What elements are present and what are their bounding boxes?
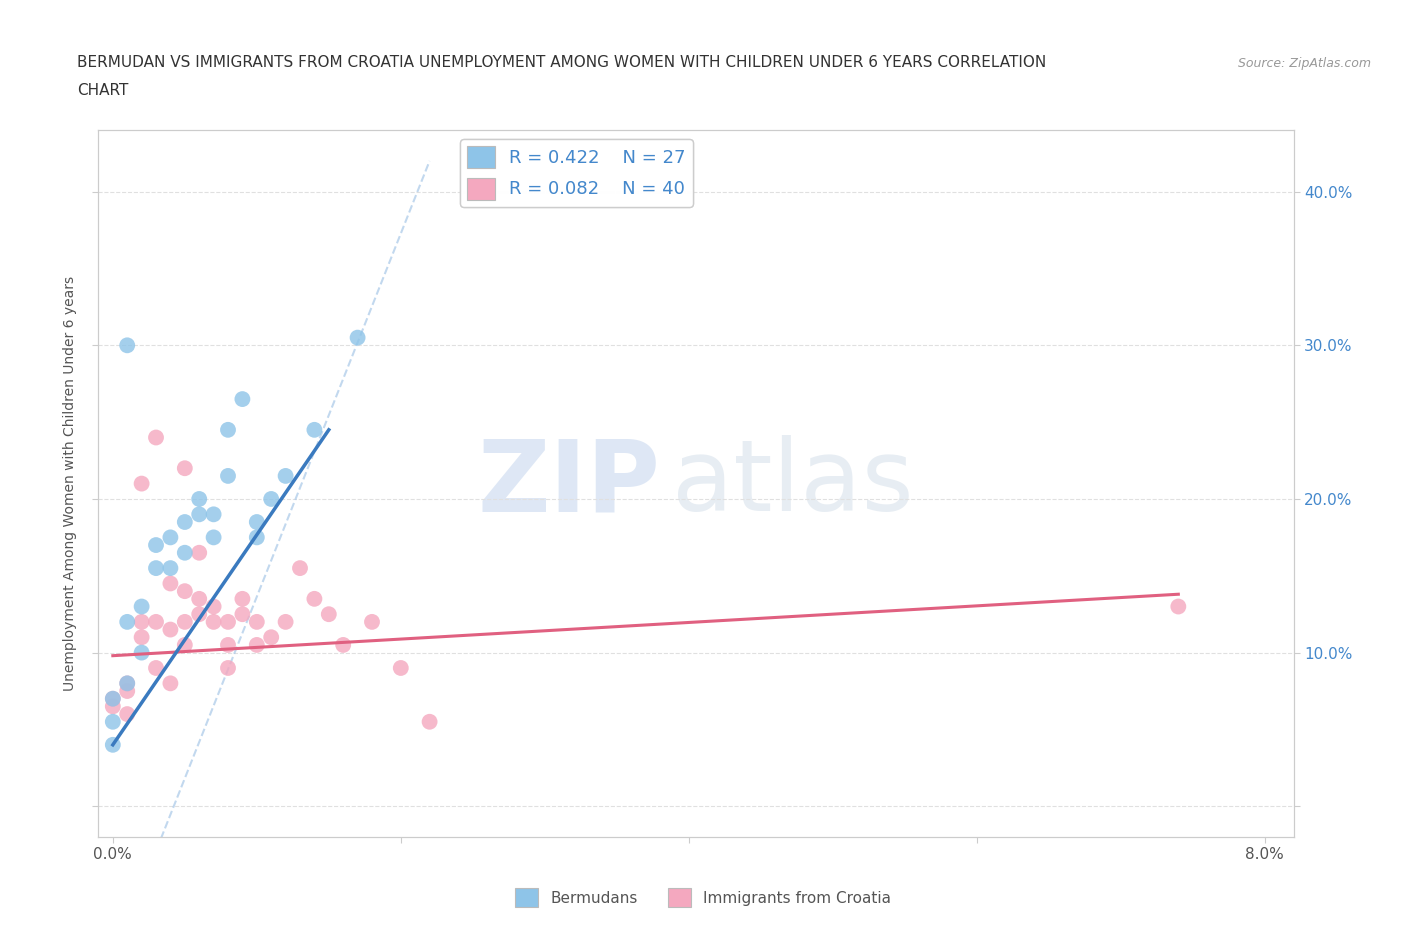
Point	[188, 507, 211, 522]
Point	[115, 707, 138, 722]
Point	[246, 514, 269, 529]
Point	[145, 538, 167, 552]
Point	[274, 615, 297, 630]
Point	[389, 660, 412, 675]
Text: ZIP: ZIP	[477, 435, 661, 532]
Point	[202, 507, 225, 522]
Point	[145, 660, 167, 675]
Point	[346, 330, 368, 345]
Point	[202, 599, 225, 614]
Point	[101, 699, 124, 714]
Point	[361, 615, 384, 630]
Point	[188, 591, 211, 606]
Point	[145, 430, 167, 445]
Point	[260, 492, 283, 507]
Point	[217, 615, 239, 630]
Point	[159, 576, 181, 591]
Point	[173, 615, 195, 630]
Point	[115, 676, 138, 691]
Point	[318, 606, 340, 621]
Text: atlas: atlas	[672, 435, 914, 532]
Point	[217, 660, 239, 675]
Text: BERMUDAN VS IMMIGRANTS FROM CROATIA UNEMPLOYMENT AMONG WOMEN WITH CHILDREN UNDER: BERMUDAN VS IMMIGRANTS FROM CROATIA UNEM…	[77, 55, 1046, 70]
Point	[304, 591, 326, 606]
Point	[115, 615, 138, 630]
Point	[159, 622, 181, 637]
Point	[159, 530, 181, 545]
Point	[173, 584, 195, 599]
Point	[202, 530, 225, 545]
Point	[173, 637, 195, 652]
Point	[145, 561, 167, 576]
Point	[304, 422, 326, 437]
Point	[1167, 599, 1189, 614]
Point	[419, 714, 441, 729]
Point	[101, 691, 124, 706]
Point	[115, 684, 138, 698]
Point	[188, 492, 211, 507]
Point	[231, 392, 253, 406]
Text: CHART: CHART	[77, 83, 129, 98]
Point	[260, 630, 283, 644]
Point	[274, 469, 297, 484]
Point	[188, 545, 211, 560]
Point	[246, 637, 269, 652]
Point	[101, 737, 124, 752]
Point	[217, 637, 239, 652]
Point	[288, 561, 311, 576]
Point	[173, 545, 195, 560]
Point	[231, 606, 253, 621]
Point	[131, 476, 153, 491]
Point	[231, 591, 253, 606]
Point	[131, 630, 153, 644]
Point	[145, 615, 167, 630]
Point	[217, 422, 239, 437]
Point	[115, 676, 138, 691]
Point	[173, 460, 195, 475]
Point	[246, 615, 269, 630]
Point	[159, 561, 181, 576]
Legend: Bermudans, Immigrants from Croatia: Bermudans, Immigrants from Croatia	[509, 883, 897, 913]
Point	[159, 676, 181, 691]
Text: Source: ZipAtlas.com: Source: ZipAtlas.com	[1237, 57, 1371, 70]
Point	[131, 645, 153, 660]
Point	[101, 714, 124, 729]
Point	[188, 606, 211, 621]
Point	[131, 615, 153, 630]
Point	[202, 615, 225, 630]
Point	[246, 530, 269, 545]
Point	[101, 691, 124, 706]
Point	[332, 637, 354, 652]
Y-axis label: Unemployment Among Women with Children Under 6 years: Unemployment Among Women with Children U…	[63, 276, 77, 691]
Point	[173, 514, 195, 529]
Point	[115, 338, 138, 352]
Point	[131, 599, 153, 614]
Point	[217, 469, 239, 484]
Legend: R = 0.422    N = 27, R = 0.082    N = 40: R = 0.422 N = 27, R = 0.082 N = 40	[460, 140, 693, 206]
